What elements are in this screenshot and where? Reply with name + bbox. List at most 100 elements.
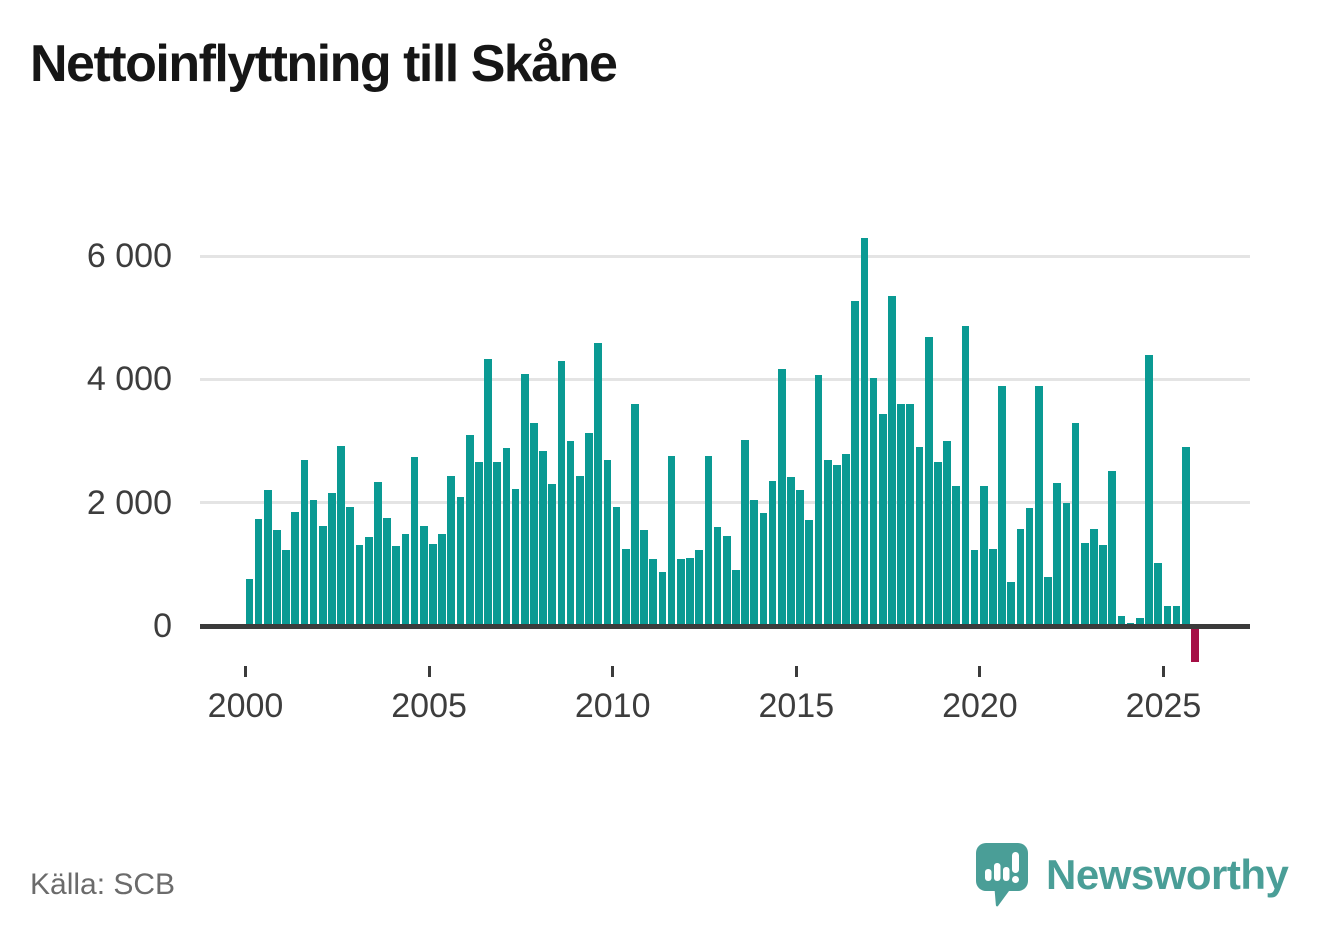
bar [539,450,547,626]
bar [511,488,520,626]
bar [869,377,878,626]
x-tick-2005 [427,666,431,677]
bar [897,404,905,626]
bar [273,530,281,626]
bar [401,534,410,626]
negative-bar [1191,628,1199,662]
bar [704,455,713,626]
brand-name: Newsworthy [1046,851,1289,898]
bar [759,512,768,626]
bar [1145,355,1153,626]
bar [566,441,575,626]
y-axis-label: 0 [153,607,172,645]
bar [621,548,630,626]
bar [878,413,887,626]
newsworthy-logo-icon [976,843,1028,907]
bar [447,476,456,626]
bar [300,459,309,626]
bar [842,453,850,626]
bar [465,434,474,626]
bar [1080,543,1089,626]
bar [676,558,685,626]
bar [245,579,254,626]
bar [851,301,860,626]
bar [814,375,823,626]
bar [355,545,364,626]
x-tick-label: 2015 [758,687,835,725]
x-tick-2020 [978,666,982,677]
x-tick-2025 [1162,666,1165,677]
chart-title: Nettoinflyttning till Skåne [30,35,618,93]
bar [943,441,951,626]
bar [594,343,603,626]
x-tick-2010 [611,666,615,677]
bar [640,530,648,626]
bar [263,489,272,626]
bar [1154,562,1162,626]
bar [805,519,814,626]
x-tick-label: 2010 [574,687,651,725]
bar [1053,482,1062,626]
bar [1108,470,1117,626]
bar [337,445,345,626]
bar [1044,577,1052,626]
bar [456,497,465,626]
bar [419,526,428,626]
bar [475,462,483,626]
bar [1016,528,1025,626]
bar [741,440,749,626]
y-axis-label: 2 000 [86,483,172,522]
x-tick-2015 [794,666,798,677]
bar [833,465,841,626]
gridline-2000 [200,501,1250,505]
bar [438,533,446,626]
bar [603,459,612,626]
bar [695,549,703,626]
x-tick-label: 2020 [942,687,1018,725]
bar [493,462,502,626]
bar [686,558,694,626]
bar [291,511,300,626]
bar [631,404,639,626]
x-tick-label: 2005 [391,687,467,725]
bar [1090,529,1098,626]
bar [548,483,557,626]
bar [429,544,437,626]
bar [823,460,832,626]
bar [1062,502,1071,626]
bar [254,519,263,626]
bar [1025,507,1034,626]
bar [961,326,970,626]
y-axis-label: 4 000 [86,360,172,399]
bar [328,492,336,626]
x-tick-label: 2025 [1125,687,1202,725]
bar [383,518,391,626]
bar [557,360,566,626]
bar [530,422,538,626]
bar [346,507,355,626]
bar [1117,616,1126,626]
bar [888,295,896,626]
bar [374,482,382,626]
bar [309,500,318,626]
bar [410,457,419,626]
bar [364,536,373,626]
bar [796,490,804,626]
bar [318,525,327,626]
zero-axis-line [200,623,1250,629]
source-text: Källa: SCB [30,868,176,901]
bar [970,550,979,626]
bar [924,337,933,626]
y-axis-label: 6 000 [86,237,172,276]
bar [1099,545,1107,626]
bar [934,462,942,626]
bar [667,455,676,626]
gridline-4000 [200,377,1250,381]
bar [722,535,731,626]
bar [787,476,795,626]
bar [906,404,915,626]
brand-logo: Newsworthy [976,843,1289,907]
bar [713,526,722,626]
bar [915,447,924,626]
bar [520,373,529,626]
